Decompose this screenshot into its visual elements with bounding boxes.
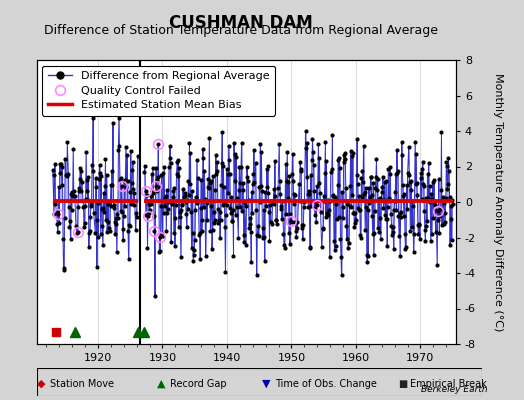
Text: Difference of Station Temperature Data from Regional Average: Difference of Station Temperature Data f…	[44, 24, 438, 37]
Text: Berkeley Earth: Berkeley Earth	[421, 385, 487, 394]
Text: ◆: ◆	[37, 379, 45, 389]
Text: Time of Obs. Change: Time of Obs. Change	[275, 379, 377, 389]
Y-axis label: Monthly Temperature Anomaly Difference (°C): Monthly Temperature Anomaly Difference (…	[493, 73, 503, 331]
Text: ▼: ▼	[262, 379, 270, 389]
Text: Empirical Break: Empirical Break	[410, 379, 487, 389]
Text: Record Gap: Record Gap	[170, 379, 227, 389]
Text: ■: ■	[398, 379, 408, 389]
Text: Station Move: Station Move	[50, 379, 114, 389]
Legend: Difference from Regional Average, Quality Control Failed, Estimated Station Mean: Difference from Regional Average, Qualit…	[42, 66, 275, 116]
Text: CUSHMAN DAM: CUSHMAN DAM	[169, 14, 313, 32]
Text: ▲: ▲	[157, 379, 166, 389]
